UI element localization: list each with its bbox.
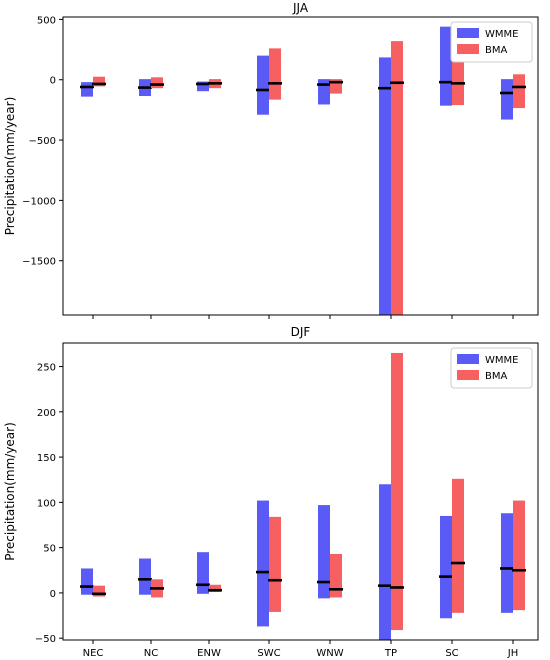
y-axis-label: Precipitation(mm/year) xyxy=(3,422,17,561)
y-tick-label: 0 xyxy=(50,76,56,87)
legend-label-wmme: WMME xyxy=(485,355,518,366)
bar-wmme-nec xyxy=(81,82,93,97)
bar-wmme-sc xyxy=(440,515,452,619)
panel-title: DJF xyxy=(291,325,311,339)
y-axis-label: Precipitation(mm/year) xyxy=(3,97,17,236)
legend-swatch-wmme xyxy=(457,354,479,364)
y-tick-label: −50 xyxy=(35,634,56,645)
legend-swatch-bma xyxy=(457,44,479,54)
bar-wmme-wnw xyxy=(318,79,330,105)
y-tick-label: 500 xyxy=(37,15,56,26)
y-tick-label: −1500 xyxy=(22,257,56,268)
plot-frame xyxy=(62,16,539,316)
legend-swatch-wmme xyxy=(457,28,479,38)
legend-label-wmme: WMME xyxy=(485,29,518,40)
bar-bma-swc xyxy=(269,516,281,612)
bar-wmme-enw xyxy=(197,552,209,594)
panel-djf: DJF Precipitation(mm/year) 250 200 150 100 50 0… xyxy=(3,325,539,659)
bar-wmme-tp xyxy=(379,57,391,316)
bar-wmme-nc xyxy=(139,558,151,595)
y-tick-label: 200 xyxy=(37,408,56,419)
legend-label-bma: BMA xyxy=(485,45,507,56)
x-tick-label: JH xyxy=(507,648,518,659)
bar-bma-enw xyxy=(209,584,221,593)
y-tick-label: 150 xyxy=(37,453,56,464)
x-tick-label: TP xyxy=(384,648,397,659)
bar-bma-jh xyxy=(513,500,525,611)
plot-frame xyxy=(62,342,539,641)
y-tick-label: −500 xyxy=(29,136,56,147)
bar-bma-nc xyxy=(151,77,163,89)
bar-bma-jh xyxy=(513,74,525,109)
bar-wmme-jh xyxy=(501,513,513,613)
bar-bma-sc xyxy=(452,478,464,613)
panel-title: JJA xyxy=(292,1,309,15)
bar-wmme-sc xyxy=(440,26,452,106)
bar-bma-wnw xyxy=(330,553,342,598)
legend: WMME BMA xyxy=(450,347,533,389)
bar-wmme-swc xyxy=(257,55,269,115)
bar-wmme-jh xyxy=(501,79,513,120)
x-tick-label: ENW xyxy=(197,648,221,659)
legend-label-bma: BMA xyxy=(485,371,507,382)
bar-wmme-nec xyxy=(81,568,93,595)
y-tick-label: 50 xyxy=(43,544,56,555)
panel-jja: JJA Precipitation(mm/year) 500 0 −500 −1000 −1… xyxy=(3,1,539,319)
bar-bma-tp xyxy=(391,352,403,631)
bar-bma-nec xyxy=(93,76,105,87)
bar-wmme-enw xyxy=(197,81,209,92)
x-tick-label: NC xyxy=(144,648,158,659)
legend: WMME BMA xyxy=(450,21,533,63)
y-tick-label: 250 xyxy=(37,363,56,374)
y-tick-label: 100 xyxy=(37,498,56,509)
x-tick-label: SWC xyxy=(257,648,280,659)
bar-wmme-swc xyxy=(257,500,269,627)
bar-wmme-wnw xyxy=(318,505,330,599)
bar-bma-swc xyxy=(269,48,281,100)
y-tick-label: −1000 xyxy=(22,196,56,207)
bar-wmme-tp xyxy=(379,484,391,640)
bar-bma-nec xyxy=(93,585,105,597)
y-tick-label: 0 xyxy=(50,589,56,600)
x-tick-label: SC xyxy=(445,648,458,659)
bar-bma-tp xyxy=(391,41,403,316)
x-tick-label: WNW xyxy=(316,648,343,659)
x-tick-label: NEC xyxy=(83,648,104,659)
legend-swatch-bma xyxy=(457,370,479,380)
